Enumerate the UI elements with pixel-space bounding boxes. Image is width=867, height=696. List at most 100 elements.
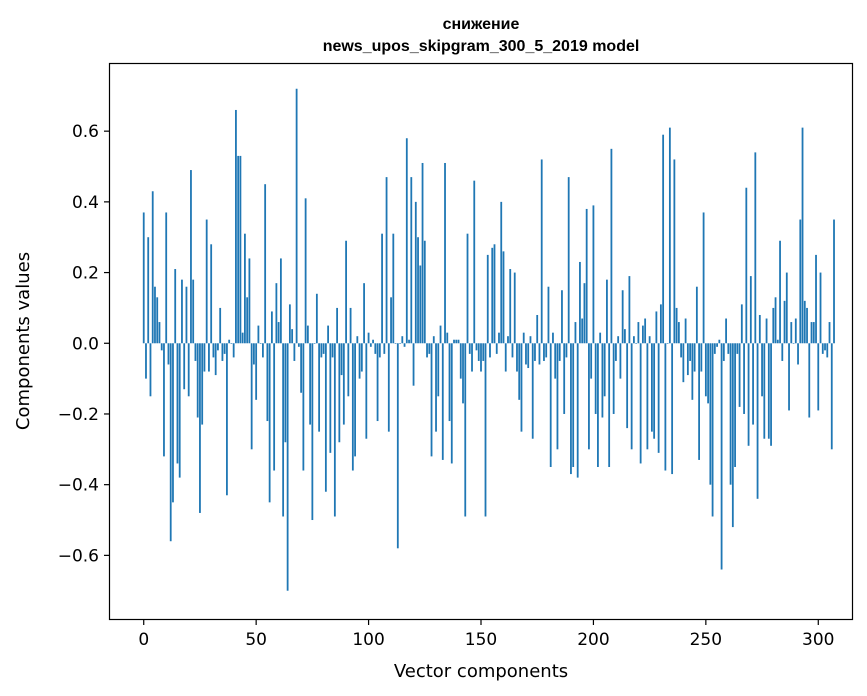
y-tick-label: −0.2 [58,405,99,425]
bar-210 [615,343,617,361]
bar-134 [444,162,446,344]
bar-259 [725,318,727,344]
bar-28 [205,219,208,344]
bar-38 [228,339,231,344]
bar-123 [419,265,422,344]
bar-64 [286,343,289,591]
bar-8 [160,343,163,351]
bar-33 [217,343,219,351]
bar-100 [367,332,370,344]
bar-60 [277,322,280,344]
bar-286 [785,272,788,344]
bar-6 [156,297,159,344]
bar-78 [318,343,321,432]
bar-72 [304,198,307,344]
bar-124 [421,162,424,344]
bar-15 [176,343,179,464]
bar-95 [356,336,359,344]
bar-189 [567,177,570,344]
bar-49 [253,343,255,365]
bar-142 [462,343,464,404]
bar-179 [545,343,548,358]
bar-282 [776,339,779,344]
bar-253 [711,343,714,517]
bar-249 [702,212,705,344]
bar-10 [165,212,168,344]
bar-294 [803,300,806,344]
bar-136 [448,343,451,422]
chart-title-line1: снижение [443,16,520,33]
bar-306 [830,343,833,450]
bar-19 [185,286,188,344]
bar-194 [579,261,581,344]
bar-289 [792,343,795,344]
bar-22 [192,279,195,344]
bar-120 [412,343,415,386]
bar-14 [174,269,177,344]
bar-150 [480,343,482,372]
bar-130 [435,343,437,432]
bar-264 [736,343,739,354]
x-tick-label: 300 [802,630,834,650]
bar-47 [248,258,251,344]
bar-171 [527,343,530,369]
bar-263 [734,343,736,467]
bar-115 [401,336,404,344]
bar-187 [563,343,566,414]
bar-230 [659,304,662,344]
bar-273 [756,343,759,499]
bar-212 [619,343,622,379]
bar-176 [538,343,541,365]
bar-300 [817,343,820,411]
bar-229 [657,343,660,453]
bar-269 [747,343,750,446]
bar-17 [181,279,183,344]
bar-303 [824,343,826,351]
bar-170 [525,343,527,365]
bar-184 [556,343,559,450]
bar-36 [223,343,226,354]
bar-30 [210,244,213,344]
bar-157 [495,343,498,354]
bar-128 [430,343,433,457]
bar-203 [599,332,602,344]
bar-159 [500,201,503,344]
bar-119 [410,177,413,344]
bar-200 [592,205,595,344]
bar-122 [417,237,419,344]
bar-163 [509,269,512,344]
bar-41 [235,109,237,344]
x-tick-label: 150 [465,630,497,650]
bar-62 [282,343,285,517]
bar-80 [322,343,325,354]
bar-50 [255,343,258,400]
bar-299 [815,254,817,344]
bar-76 [313,343,316,344]
bar-67 [293,343,296,361]
bar-161 [504,343,507,372]
bar-168 [520,343,523,432]
bar-292 [799,219,802,344]
bar-12 [169,343,172,542]
bar-65 [288,304,291,344]
bar-285 [783,300,786,344]
bar-287 [788,343,790,411]
bar-295 [806,307,808,344]
bar-61 [279,258,282,344]
bar-183 [554,343,557,379]
bar-24 [196,343,199,418]
bar-298 [812,322,815,344]
bar-151 [482,343,485,361]
bar-186 [561,290,563,344]
bar-291 [797,343,799,365]
bar-7 [158,322,161,344]
bar-223 [644,318,647,344]
bar-25 [199,343,201,513]
bar-53 [262,343,264,358]
bar-224 [646,343,649,450]
bar-73 [306,325,309,344]
bar-79 [320,343,323,358]
bar-81 [324,343,327,492]
bar-31 [212,343,215,358]
bar-141 [459,343,462,379]
